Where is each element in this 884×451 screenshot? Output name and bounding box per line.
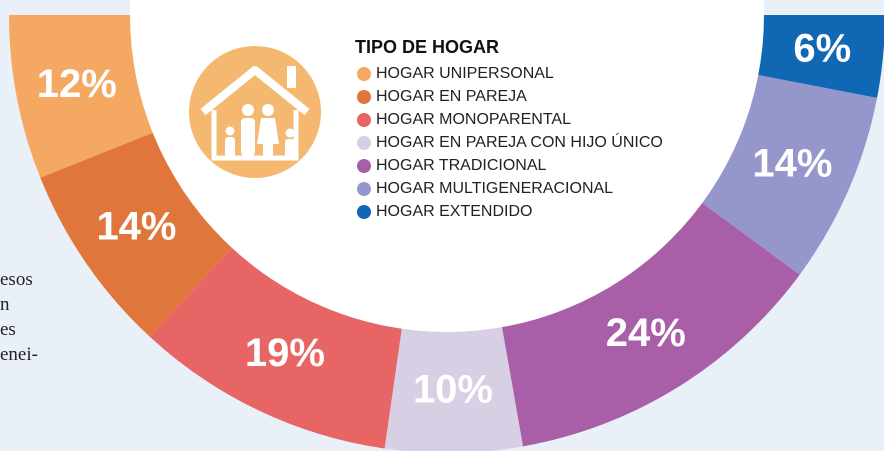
value-label: 10%: [413, 368, 493, 412]
legend-marker: [357, 90, 371, 104]
legend-marker: [357, 136, 371, 150]
text-fragment: es: [0, 319, 16, 340]
house-icon: [189, 46, 321, 178]
text-fragment: n: [0, 294, 10, 315]
legend-label: HOGAR MULTIGENERACIONAL: [376, 180, 613, 197]
legend-marker: [357, 113, 371, 127]
value-label: 14%: [96, 204, 176, 248]
value-label: 24%: [606, 311, 686, 355]
background-text: esos n es enei-: [0, 269, 38, 365]
donut-segment: [9, 15, 154, 178]
donut-segment: [40, 132, 233, 337]
legend-label: HOGAR TRADICIONAL: [376, 157, 547, 174]
legend-label: HOGAR EXTENDIDO: [376, 203, 532, 220]
legend-marker: [357, 67, 371, 81]
donut: 12% 14% 19% 10% 24% 14% 6%: [9, 15, 884, 451]
value-label: 12%: [37, 62, 117, 106]
legend-label: HOGAR EN PAREJA: [376, 88, 527, 105]
legend-title: TIPO DE HOGAR: [355, 37, 499, 57]
legend-label: HOGAR MONOPARENTAL: [376, 111, 571, 128]
value-label: 19%: [245, 331, 325, 375]
donut-segment: [757, 15, 884, 98]
donut-segment: [149, 247, 403, 449]
donut-segment: [701, 74, 878, 275]
legend-label: HOGAR EN PAREJA CON HIJO ÚNICO: [376, 132, 663, 151]
legend-label: HOGAR UNIPERSONAL: [376, 65, 554, 82]
donut-segment: [501, 202, 800, 447]
donut-segment: [384, 326, 524, 451]
legend-marker: [357, 205, 371, 219]
value-label: 14%: [752, 142, 832, 186]
legend: HOGAR UNIPERSONAL HOGAR EN PAREJA HOGAR MO…: [357, 65, 663, 220]
value-label: 6%: [793, 26, 851, 70]
legend-marker: [357, 182, 371, 196]
legend-marker: [357, 159, 371, 173]
text-fragment: enei-: [0, 344, 38, 365]
text-fragment: esos: [0, 269, 33, 290]
